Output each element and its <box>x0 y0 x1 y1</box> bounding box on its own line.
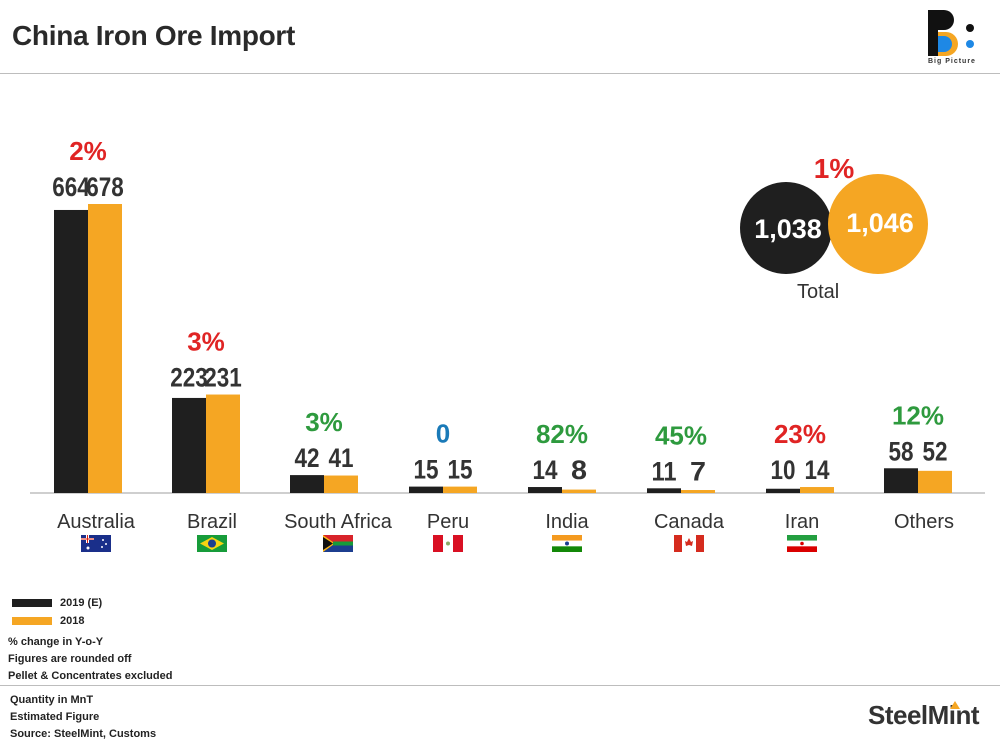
page-title: China Iron Ore Import <box>12 20 296 51</box>
bar-2019-4 <box>528 487 562 493</box>
value-label-2019-1: 223 <box>170 363 208 393</box>
value-label-2018-3: 15 <box>448 455 473 485</box>
value-label-2019-2: 42 <box>295 443 320 473</box>
legend: 2019 (E) 2018 <box>12 594 102 630</box>
footer: Quantity in MnT Estimated Figure Source:… <box>10 692 156 743</box>
bar-2018-1 <box>206 394 240 493</box>
change-label-5: 45% <box>655 420 707 450</box>
bar-2018-4 <box>562 489 596 493</box>
bar-2019-2 <box>290 475 324 493</box>
value-label-2018-1: 231 <box>204 363 242 393</box>
bar-2018-3 <box>443 486 477 493</box>
change-label-7: 12% <box>892 400 944 430</box>
steelmint-logo: SteelMint <box>868 700 980 730</box>
value-label-2018-6: 14 <box>805 455 830 485</box>
total-2019-label: 1,038 <box>754 214 822 244</box>
value-label-2018-0: 678 <box>86 172 124 202</box>
total-change-label: 1% <box>814 153 855 184</box>
change-label-4: 82% <box>536 419 588 449</box>
note-rounded: Figures are rounded off <box>8 653 132 665</box>
steelmint-logo-mark <box>950 701 960 709</box>
total-2018-circle <box>828 174 928 274</box>
big-picture-logo <box>928 10 974 56</box>
legend-label-2018: 2018 <box>60 615 85 627</box>
change-label-3: 0 <box>436 419 450 449</box>
value-label-2019-3: 15 <box>414 455 439 485</box>
bar-2018-0 <box>88 204 122 493</box>
note-excluded: Pellet & Concentrates excluded <box>8 670 173 682</box>
change-label-1: 3% <box>187 327 225 357</box>
canada-flag-icon <box>674 535 704 552</box>
bar-2019-6 <box>766 488 800 493</box>
value-label-2019-6: 10 <box>771 455 796 485</box>
value-label-2019-5: 11 <box>652 456 677 486</box>
bar-2019-3 <box>409 486 443 493</box>
bar-2019-0 <box>54 209 88 494</box>
bar-2018-5 <box>681 490 715 493</box>
footer-estimated: Estimated Figure <box>10 711 100 723</box>
legend-swatch-2019 <box>12 599 52 607</box>
value-label-2018-2: 41 <box>329 443 354 473</box>
change-label-2: 3% <box>305 407 343 437</box>
category-label-0: Australia <box>57 511 136 533</box>
total-2018-label: 1,046 <box>846 208 914 238</box>
chart-notes: % change in Y-o-Y Figures are rounded of… <box>8 634 172 685</box>
south-africa-flag-icon <box>323 535 353 552</box>
category-label-7: Others <box>894 511 954 533</box>
bar-2019-1 <box>172 397 206 493</box>
bar-2018-2 <box>324 475 358 493</box>
category-label-6: Iran <box>785 511 819 533</box>
bar-2018-6 <box>800 487 834 493</box>
value-label-2018-7: 52 <box>923 436 948 466</box>
value-label-2019-0: 664 <box>52 172 90 202</box>
bar-2018-7 <box>918 470 952 493</box>
category-label-1: Brazil <box>187 511 237 533</box>
change-label-0: 2% <box>69 136 107 166</box>
footer-divider <box>0 685 1000 686</box>
logo-text: Big Picture <box>928 58 976 65</box>
category-label-5: Canada <box>654 511 725 533</box>
iran-flag-icon <box>787 535 817 552</box>
legend-label-2019: 2019 (E) <box>60 597 103 609</box>
peru-flag-icon <box>433 535 463 552</box>
category-label-3: Peru <box>427 511 469 533</box>
india-flag-icon <box>552 535 582 552</box>
bar-2019-7 <box>884 468 918 493</box>
legend-swatch-2018 <box>12 617 52 625</box>
value-label-2018-4: 8 <box>571 455 587 485</box>
value-label-2019-7: 58 <box>889 436 914 466</box>
bar-2019-5 <box>647 488 681 493</box>
total-2019-circle <box>740 182 832 274</box>
title-divider <box>0 73 1000 74</box>
value-label-2018-5: 7 <box>690 456 706 486</box>
category-label-2: South Africa <box>284 511 393 533</box>
note-yoy: % change in Y-o-Y <box>8 636 104 648</box>
footer-quantity: Quantity in MnT <box>10 694 94 706</box>
australia-flag-icon <box>81 535 111 552</box>
category-label-4: India <box>545 511 589 533</box>
legend-item-2018: 2018 <box>12 612 102 630</box>
change-label-6: 23% <box>774 419 826 449</box>
brazil-flag-icon <box>197 535 227 552</box>
value-label-2019-4: 14 <box>533 455 558 485</box>
footer-source: Source: SteelMint, Customs <box>10 728 157 740</box>
total-label: Total <box>797 281 840 303</box>
legend-item-2019: 2019 (E) <box>12 594 102 612</box>
